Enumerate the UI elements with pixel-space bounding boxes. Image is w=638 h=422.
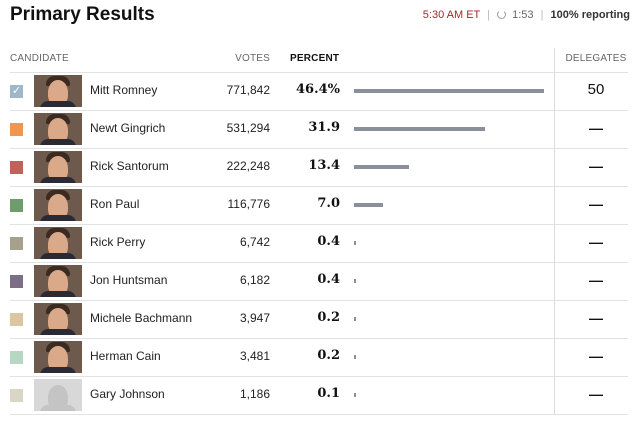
page-title: Primary Results — [10, 4, 155, 25]
row-divider — [10, 376, 628, 377]
column-header-votes: VOTES — [235, 53, 270, 64]
candidate-delegates: — — [589, 120, 603, 136]
candidate-votes: 771,842 — [226, 83, 270, 97]
candidate-percent: 7.0 — [317, 196, 340, 211]
candidate-color-swatch — [10, 161, 23, 174]
candidate-name[interactable]: Newt Gingrich — [90, 121, 166, 135]
candidate-votes: 1,186 — [239, 387, 270, 401]
candidate-color-swatch — [10, 313, 23, 326]
candidate-row[interactable]: Gary Johnson 1,186 0.1 — — [0, 376, 638, 414]
candidate-votes: 6,182 — [239, 273, 270, 287]
candidate-photo — [34, 189, 82, 221]
row-divider — [10, 224, 628, 225]
row-divider — [10, 262, 628, 263]
candidate-name[interactable]: Ron Paul — [90, 197, 140, 211]
candidate-delegates: — — [589, 272, 603, 288]
candidate-color-swatch — [10, 275, 23, 288]
candidate-name[interactable]: Mitt Romney — [90, 83, 158, 97]
candidate-percent: 31.9 — [308, 120, 340, 135]
candidate-photo — [34, 303, 82, 335]
candidate-photo — [34, 113, 82, 145]
candidate-percent: 0.4 — [317, 234, 340, 249]
candidate-row[interactable]: Ron Paul 116,776 7.0 — — [0, 186, 638, 224]
percent-bar — [354, 165, 409, 169]
candidate-color-swatch — [10, 123, 23, 136]
candidate-row[interactable]: Newt Gingrich 531,294 31.9 — — [0, 110, 638, 148]
candidate-photo — [34, 151, 82, 183]
candidate-row[interactable]: Rick Santorum 222,248 13.4 — — [0, 148, 638, 186]
candidate-photo — [34, 379, 82, 411]
column-header-candidate: CANDIDATE — [10, 53, 69, 64]
row-divider — [10, 414, 628, 415]
column-header-delegates: DELEGATES — [565, 53, 627, 64]
candidate-delegates: — — [589, 196, 603, 212]
candidate-percent: 13.4 — [308, 158, 340, 173]
candidate-votes: 3,481 — [239, 349, 270, 363]
percent-bar — [354, 317, 356, 321]
row-divider — [10, 300, 628, 301]
delegates-divider — [554, 48, 555, 414]
candidate-votes: 531,294 — [226, 121, 270, 135]
candidate-votes: 3,947 — [239, 311, 270, 325]
percent-bar — [354, 279, 356, 283]
candidate-row[interactable]: Michele Bachmann 3,947 0.2 — — [0, 300, 638, 338]
candidate-votes: 116,776 — [227, 197, 271, 211]
percent-bar — [354, 89, 544, 93]
candidate-name[interactable]: Gary Johnson — [90, 387, 165, 401]
candidate-color-swatch — [10, 237, 23, 250]
refresh-icon[interactable] — [497, 10, 507, 19]
candidate-percent: 46.4% — [295, 82, 340, 97]
candidate-photo — [34, 227, 82, 259]
candidate-row[interactable]: Rick Perry 6,742 0.4 — — [0, 224, 638, 262]
candidate-name[interactable]: Michele Bachmann — [90, 311, 193, 325]
update-time: 5:30 AM ET — [422, 9, 481, 21]
candidate-delegates: — — [589, 310, 603, 326]
candidate-color-swatch — [10, 199, 23, 212]
candidate-delegates: — — [589, 234, 603, 250]
row-divider — [10, 148, 628, 149]
candidate-name[interactable]: Herman Cain — [90, 349, 161, 363]
candidate-delegates: — — [589, 158, 603, 174]
percent-bar — [354, 203, 383, 207]
candidate-photo — [34, 265, 82, 297]
row-divider — [10, 72, 628, 73]
candidate-delegates: — — [589, 348, 603, 364]
candidate-percent: 0.4 — [317, 272, 340, 287]
candidate-delegates: — — [589, 386, 603, 402]
candidate-delegates: 50 — [587, 81, 605, 98]
reporting-status: 5:30 AM ET | 1:53 | 100% reporting — [423, 9, 630, 21]
percent-bar — [354, 393, 356, 397]
candidate-color-swatch — [10, 389, 23, 402]
candidate-row[interactable]: Herman Cain 3,481 0.2 — — [0, 338, 638, 376]
candidate-photo — [34, 75, 82, 107]
candidate-percent: 0.2 — [317, 310, 340, 325]
row-divider — [10, 186, 628, 187]
candidate-row[interactable]: ✓ Mitt Romney 771,842 46.4% 50 — [0, 72, 638, 110]
column-header-percent: PERCENT — [290, 53, 340, 64]
candidate-votes: 6,742 — [239, 235, 270, 249]
candidate-percent: 0.2 — [317, 348, 340, 363]
candidate-color-swatch — [10, 351, 23, 364]
percent-bar — [354, 355, 356, 359]
candidate-name[interactable]: Rick Perry — [90, 235, 146, 249]
divider: | — [540, 9, 544, 21]
percent-bar — [354, 127, 485, 131]
candidate-photo — [34, 341, 82, 373]
candidate-votes: 222,248 — [226, 159, 270, 173]
candidate-name[interactable]: Jon Huntsman — [90, 273, 168, 287]
winner-check-icon: ✓ — [10, 85, 23, 98]
percent-bar — [354, 241, 356, 245]
candidate-name[interactable]: Rick Santorum — [90, 159, 169, 173]
precincts-reporting: 100% reporting — [550, 9, 630, 21]
candidate-percent: 0.1 — [317, 386, 340, 401]
divider: | — [487, 9, 490, 21]
row-divider — [10, 110, 628, 111]
row-divider — [10, 338, 628, 339]
results-header: Primary Results 5:30 AM ET | 1:53 | 100%… — [0, 0, 638, 34]
refresh-countdown: 1:53 — [512, 9, 534, 21]
candidate-row[interactable]: Jon Huntsman 6,182 0.4 — — [0, 262, 638, 300]
